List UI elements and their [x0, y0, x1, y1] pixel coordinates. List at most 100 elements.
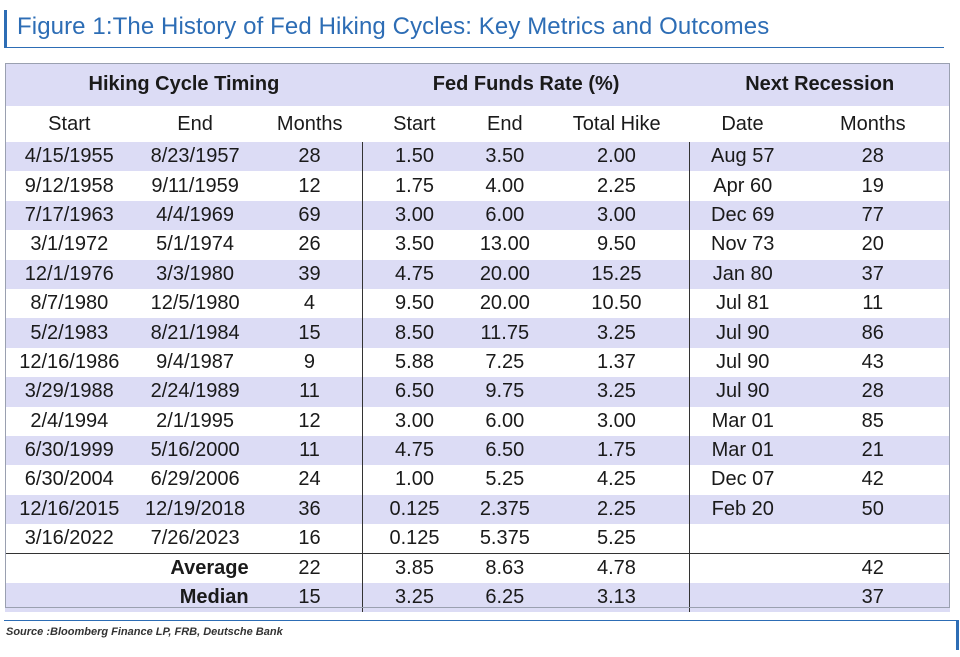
- col-header-recession-months: Months: [840, 112, 906, 135]
- cell-total-hike: 1.37: [543, 347, 690, 378]
- cell-start: 7/17/1963: [5, 200, 134, 231]
- cell-total-hike: 10.50: [543, 288, 690, 319]
- cell-months: 12: [298, 409, 321, 432]
- cell-months: 4: [303, 292, 316, 315]
- cell-rate-end: 2.375: [465, 494, 544, 525]
- cell-recession-months: 11: [862, 292, 884, 315]
- table-row: 12/16/1986 9/4/1987 9 5.88 7.25 1.37 Jul 90 43: [5, 347, 950, 378]
- cell-recession-months: 28: [795, 142, 950, 172]
- cell-total-hike: 2.00: [543, 142, 690, 172]
- cell-rate-start: 0.125: [362, 524, 466, 554]
- cell-total-hike: 5.25: [543, 524, 690, 554]
- cell-recession-date: Jul 81: [716, 292, 770, 315]
- cell-months: 11: [256, 377, 363, 407]
- cell-end: 2/24/1989: [133, 377, 257, 407]
- cell-recession-date: Feb 20: [689, 494, 796, 525]
- summary-total-hike: 3.13: [543, 583, 690, 613]
- cell-end: 2/1/1995: [156, 409, 235, 432]
- figure-title: Figure 1:The History of Fed Hiking Cycle…: [17, 13, 770, 40]
- table-frame: [5, 63, 950, 608]
- table-row: 7/17/1963 4/4/1969 69 3.00 6.00 3.00 Dec 69 77: [5, 200, 950, 231]
- cell-start: 12/16/2015: [5, 494, 134, 525]
- cell-months: 36: [256, 494, 363, 525]
- cell-total-hike: 4.25: [543, 465, 690, 495]
- cell-recession-months: 28: [795, 377, 950, 407]
- table-row: 2/4/1994 2/1/1995 12 3.00 6.00 3.00 Mar 01 85: [5, 406, 950, 436]
- cell-months: 16: [298, 527, 321, 550]
- summary-recession-date: [689, 553, 796, 584]
- cell-total-hike: 2.25: [543, 171, 690, 201]
- summary-row: Average 22 3.85 8.63 4.78 42: [5, 553, 950, 584]
- table-row: 12/16/2015 12/19/2018 36 0.125 2.375 2.25 Feb …: [5, 494, 950, 525]
- col-header-start: Start: [48, 112, 91, 135]
- cell-end: 9/4/1987: [156, 350, 235, 373]
- cell-rate-end: 11.75: [465, 318, 544, 348]
- group-header-timing: Hiking Cycle Timing: [5, 63, 363, 106]
- cell-end: 8/23/1957: [133, 142, 257, 172]
- cell-start: 6/30/1999: [5, 435, 134, 466]
- cell-end: 5/1/1974: [156, 233, 235, 256]
- cell-months: 39: [256, 259, 363, 289]
- cell-months: 26: [298, 233, 321, 256]
- cell-recession-months: 19: [861, 174, 884, 197]
- table-body: 4/15/1955 8/23/1957 28 1.50 3.50 2.00 Aug 57 28…: [5, 142, 950, 613]
- cell-rate-end: 20.00: [465, 259, 544, 289]
- cell-rate-start: 4.75: [362, 435, 466, 466]
- table-row: 6/30/1999 5/16/2000 11 4.75 6.50 1.75 Mar 01 21: [5, 435, 950, 466]
- cell-total-hike: 3.00: [543, 406, 690, 436]
- cell-rate-start: 3.00: [362, 200, 466, 231]
- cell-recession-date: Jan 80: [689, 259, 796, 289]
- cell-end: 5/16/2000: [133, 435, 257, 466]
- summary-rate-start: 3.85: [362, 553, 466, 584]
- cell-end: 6/29/2006: [150, 468, 240, 491]
- cell-rate-end: 4.00: [485, 174, 525, 197]
- cell-start: 12/16/1986: [19, 350, 120, 373]
- table-row: 3/16/2022 7/26/2023 16 0.125 5.375 5.25: [5, 524, 950, 554]
- cell-rate-end: 6.00: [485, 409, 525, 432]
- cell-recession-date: Aug 57: [689, 142, 796, 172]
- summary-recession-months: 42: [795, 553, 950, 584]
- group-header-rate: Fed Funds Rate (%): [362, 63, 690, 106]
- cell-start: 5/2/1983: [5, 318, 134, 348]
- cell-months: 12: [298, 174, 321, 197]
- cell-recession-months: 50: [795, 494, 950, 525]
- cell-recession-months: 86: [795, 318, 950, 348]
- cell-rate-start: 8.50: [362, 318, 466, 348]
- table-row: 5/2/1983 8/21/1984 15 8.50 11.75 3.25 Jul 90 86: [5, 318, 950, 348]
- cell-rate-start: 3.50: [362, 230, 466, 260]
- cell-start: 6/30/2004: [24, 468, 114, 491]
- cell-total-hike: 3.25: [543, 318, 690, 348]
- cell-rate-end: 6.50: [465, 435, 544, 466]
- cell-recession-date: Mar 01: [711, 409, 774, 432]
- table-row: 4/15/1955 8/23/1957 28 1.50 3.50 2.00 Aug 57 28: [5, 142, 950, 172]
- cell-start: 4/15/1955: [5, 142, 134, 172]
- cell-rate-end: 6.00: [465, 200, 544, 231]
- cell-total-hike: 9.50: [543, 230, 690, 260]
- column-header-row: Start End Months Start End Total Hike Da…: [5, 106, 950, 142]
- cell-recession-date: Jul 90: [689, 377, 796, 407]
- cell-rate-end: 3.50: [465, 142, 544, 172]
- cell-recession-date: Nov 73: [711, 233, 775, 256]
- cell-recession-date: Apr 60: [713, 174, 773, 197]
- col-header-end: End: [177, 112, 213, 135]
- table-row: 8/7/1980 12/5/1980 4 9.50 20.00 10.50 Jul 81 11: [5, 288, 950, 319]
- cell-rate-start: 1.75: [362, 171, 466, 201]
- cell-end: 12/19/2018: [133, 494, 257, 525]
- cell-recession-date: Dec 07: [711, 468, 775, 491]
- summary-label: Average: [5, 553, 257, 584]
- cell-recession-months: 42: [861, 468, 884, 491]
- cell-end: 8/21/1984: [133, 318, 257, 348]
- cell-months: 11: [256, 435, 363, 466]
- cell-recession-months: 77: [795, 200, 950, 231]
- cell-start: 8/7/1980: [30, 292, 109, 315]
- cell-months: 15: [256, 318, 363, 348]
- hiking-cycles-table: Hiking Cycle Timing Fed Funds Rate (%) N…: [5, 63, 950, 613]
- cell-start: 12/1/1976: [5, 259, 134, 289]
- group-header-recession: Next Recession: [689, 63, 950, 106]
- summary-total-hike: 4.78: [543, 553, 690, 584]
- table-row: 12/1/1976 3/3/1980 39 4.75 20.00 15.25 Jan 80 3…: [5, 259, 950, 289]
- cell-recession-date: Dec 69: [689, 200, 796, 231]
- cell-end: 7/26/2023: [150, 527, 240, 550]
- table-row: 3/29/1988 2/24/1989 11 6.50 9.75 3.25 Jul 90 28: [5, 377, 950, 407]
- col-header-total-hike: Total Hike: [572, 112, 661, 135]
